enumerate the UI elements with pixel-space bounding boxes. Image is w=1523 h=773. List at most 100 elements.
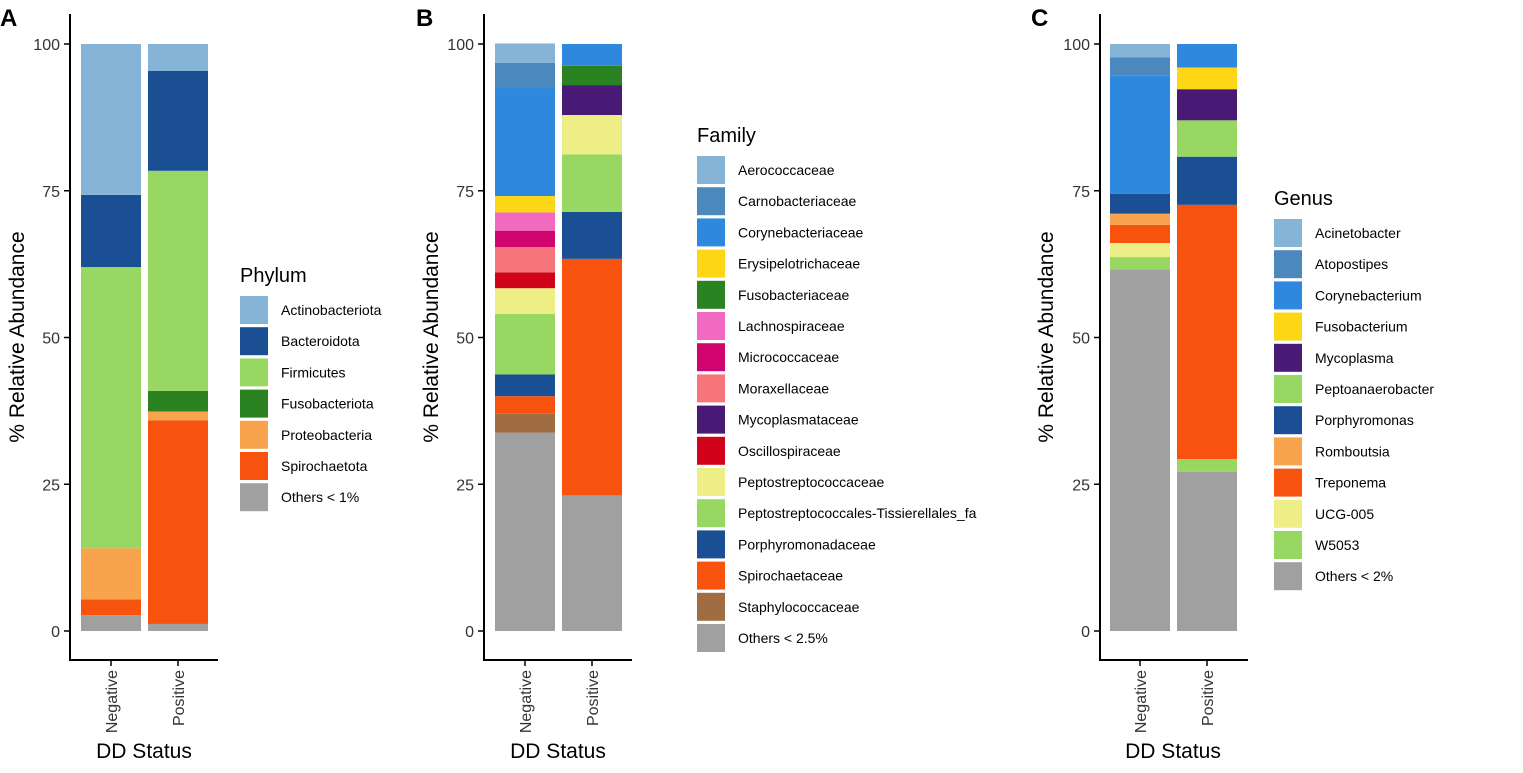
x-tick-label: Negative (518, 670, 535, 733)
legend-swatch-spirochaetaceae (697, 561, 725, 590)
y-axis-ticks: 0 25 50 75 100 (33, 37, 70, 641)
bar-segment-negative-corynebacterium (1110, 75, 1170, 194)
legend: Actinobacteriota Bacteroidota Firmicutes Fu… (240, 296, 382, 512)
bar-segment-positive-mycoplasma (1177, 89, 1237, 121)
legend-swatch-others-2-5 (697, 624, 725, 652)
bar-segment-negative-peptostreptococcales-tissierellales-fa (495, 314, 555, 375)
legend-swatch-firmicutes (240, 358, 268, 387)
y-tick-label: 50 (456, 331, 474, 348)
legend-swatch-atopostipes (1274, 250, 1302, 279)
legend-label: Treponema (1315, 475, 1386, 491)
legend-label: Fusobacteriota (281, 396, 374, 412)
legend-label: Atopostipes (1315, 256, 1388, 272)
legend-swatch-peptostreptococcales-tissierellales-fa (697, 499, 725, 528)
bar-segment-negative-micrococcaceae (495, 230, 555, 248)
legend-label: Peptostreptococcales-Tissierellales_fa (738, 505, 977, 521)
legend-label: Acinetobacter (1315, 225, 1401, 241)
legend-swatch-acinetobacter (1274, 219, 1302, 247)
bar-segment-positive-mycoplasmataceae (562, 85, 622, 116)
y-tick-label: 50 (1072, 331, 1090, 348)
panel-a: A % Relative Abundance DD Status Phylum … (0, 5, 382, 763)
bar-segment-negative-aerococcaceae (495, 43, 555, 63)
legend-title: Phylum (240, 265, 307, 287)
legend-label: Staphylococcaceae (738, 599, 860, 615)
legend-label: Spirochaetota (281, 458, 368, 474)
legend-label: UCG-005 (1315, 506, 1374, 522)
legend-swatch-spirochaetota (240, 452, 268, 480)
bar-segment-negative-others-1 (81, 615, 141, 631)
legend-label: Porphyromonadaceae (738, 536, 876, 552)
bar-segment-negative-corynebacteriaceae (495, 88, 555, 197)
legend-swatch-erysipelotrichaceae (697, 249, 725, 278)
legend: Acinetobacter Atopostipes Corynebacterium F… (1274, 219, 1434, 591)
axis-lines (69, 14, 218, 661)
legend: Aerococcaceae Carnobacteriaceae Corynebact… (697, 156, 977, 652)
y-axis-title: % Relative Abundance (6, 231, 29, 442)
legend-label: Corynebacteriaceae (738, 224, 864, 240)
legend-label: Others < 2% (1315, 568, 1393, 584)
bar-segment-negative-ucg-005 (1110, 242, 1170, 258)
x-axis-ticks: Negative Positive (518, 660, 602, 733)
legend-label: Actinobacteriota (281, 302, 382, 318)
legend-label: W5053 (1315, 537, 1360, 553)
legend-swatch-romboutsia (1274, 437, 1302, 466)
bar-segment-negative-staphylococcaceae (495, 413, 555, 433)
legend-swatch-micrococcaceae (697, 343, 725, 372)
bar-segment-negative-proteobacteria (81, 548, 141, 600)
bar-segment-negative-treponema (1110, 224, 1170, 243)
bar-segment-negative-carnobacteriaceae (495, 62, 555, 89)
bar-segment-negative-porphyromonas (1110, 193, 1170, 214)
legend-label: Peptoanaerobacter (1315, 381, 1434, 397)
bar-segment-positive-corynebacterium (1177, 44, 1237, 68)
legend-swatch-corynebacteriaceae (697, 218, 725, 247)
legend-swatch-porphyromonadaceae (697, 530, 725, 559)
legend-label: Oscillospiraceae (738, 443, 841, 459)
y-tick-label: 100 (1063, 37, 1090, 54)
bar-segment-negative-romboutsia (1110, 213, 1170, 225)
bar-segment-positive-porphyromonas (1177, 156, 1237, 205)
bar-segment-positive-fusobacterium (1177, 67, 1237, 90)
legend-swatch-proteobacteria (240, 420, 268, 449)
legend-label: Mycoplasma (1315, 350, 1394, 366)
legend-label: Corynebacterium (1315, 287, 1422, 303)
legend-swatch-moraxellaceae (697, 374, 725, 403)
bar-segment-positive-fusobacteriaceae (562, 65, 622, 86)
bar-segment-negative-acinetobacter (1110, 44, 1170, 58)
bars (1110, 44, 1237, 631)
x-tick-label: Positive (585, 670, 602, 726)
y-tick-label: 0 (1081, 624, 1090, 641)
legend-swatch-aerococcaceae (697, 156, 725, 184)
y-tick-label: 25 (456, 477, 474, 494)
bar-segment-positive-actinobacteriota (148, 44, 208, 72)
y-axis-ticks: 0 25 50 75 100 (447, 37, 484, 641)
x-axis-title: DD Status (510, 740, 606, 763)
bar-segment-negative-peptostreptococcaceae (495, 288, 555, 315)
bar-segment-positive-spirochaetota (148, 420, 208, 624)
bar-segment-positive-w5053 (1177, 459, 1237, 472)
legend-swatch-peptostreptococcaceae (697, 468, 725, 496)
legend-label: Aerococcaceae (738, 162, 835, 178)
legend-swatch-staphylococcaceae (697, 592, 725, 621)
bar-segment-negative-bacteroidota (81, 194, 141, 268)
legend-label: Firmicutes (281, 364, 346, 380)
bar-segment-negative-porphyromonadaceae (495, 374, 555, 397)
x-axis-title: DD Status (96, 740, 192, 763)
bar-segment-positive-corynebacteriaceae (562, 44, 622, 66)
y-tick-label: 75 (1072, 184, 1090, 201)
bar-segment-positive-others-2 (1177, 471, 1237, 631)
x-tick-label: Positive (171, 670, 188, 726)
legend-swatch-bacteroidota (240, 327, 268, 356)
legend-swatch-fusobacteriaceae (697, 280, 725, 309)
bar-segment-positive-peptostreptococcales-tissierellales-fa (562, 154, 622, 212)
bar-segment-negative-moraxellaceae (495, 247, 555, 273)
legend-swatch-actinobacteriota (240, 296, 268, 324)
legend-swatch-mycoplasma (1274, 343, 1302, 372)
y-axis-title: % Relative Abundance (420, 231, 443, 442)
legend-title: Family (697, 125, 756, 147)
legend-label: Porphyromonas (1315, 412, 1414, 428)
panel-label: A (0, 5, 17, 32)
y-tick-label: 0 (465, 624, 474, 641)
bar-segment-positive-others-2-5 (562, 495, 622, 631)
bar-segment-negative-others-2-5 (495, 432, 555, 631)
bar-segment-negative-oscillospiraceae (495, 272, 555, 289)
